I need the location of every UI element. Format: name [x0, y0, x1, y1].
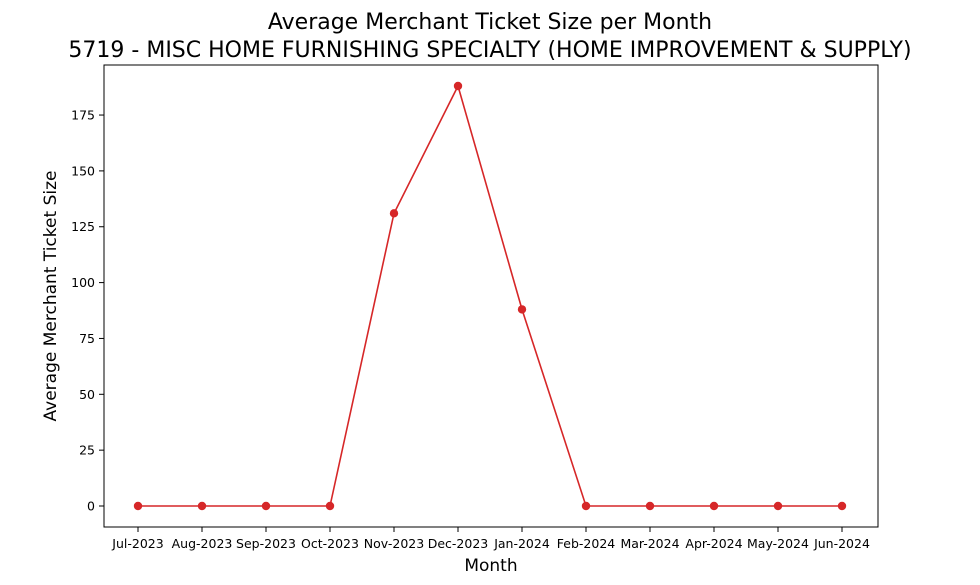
- y-tick-label: 50: [79, 387, 95, 402]
- x-tick-label: Apr-2024: [685, 536, 742, 551]
- x-tick-label: Nov-2023: [364, 536, 424, 551]
- plot-area: [103, 64, 879, 528]
- data-point: [453, 81, 463, 91]
- x-tick-label: Aug-2023: [172, 536, 233, 551]
- data-point: [197, 501, 207, 511]
- x-tick-label: Mar-2024: [620, 536, 679, 551]
- y-axis-label: Average Merchant Ticket Size: [41, 171, 61, 422]
- x-tick-label: Jun-2024: [813, 536, 870, 551]
- x-tick-label: May-2024: [747, 536, 809, 551]
- data-point: [709, 501, 719, 511]
- y-tick-label: 75: [79, 331, 95, 346]
- y-tick-label: 125: [71, 219, 95, 234]
- x-tick-label: Jan-2024: [493, 536, 550, 551]
- data-point: [645, 501, 655, 511]
- series-line-group: [133, 81, 847, 511]
- data-point: [581, 501, 591, 511]
- x-axis-label: Month: [464, 556, 517, 576]
- y-tick-label: 0: [87, 499, 95, 514]
- y-tick-label: 175: [71, 108, 95, 123]
- data-point: [837, 501, 847, 511]
- data-point: [517, 305, 527, 314]
- data-point: [773, 501, 783, 511]
- chart-title: Average Merchant Ticket Size per Month: [268, 10, 712, 35]
- x-tick-label: Dec-2023: [428, 536, 489, 551]
- x-tick-label: Jul-2023: [111, 536, 163, 551]
- y-tick-label: 25: [79, 443, 95, 458]
- x-axis: Jul-2023 Aug-2023 Sep-2023 Oct-2023 Nov-2023…: [111, 527, 870, 551]
- y-tick-label: 150: [71, 163, 95, 178]
- data-point: [261, 501, 271, 511]
- x-tick-label: Feb-2024: [557, 536, 616, 551]
- data-point: [133, 501, 143, 511]
- chart-subtitle: 5719 - MISC HOME FURNISHING SPECIALTY (H…: [68, 38, 911, 63]
- x-tick-label: Oct-2023: [301, 536, 359, 551]
- data-point: [325, 501, 335, 511]
- x-tick-label: Sep-2023: [236, 536, 296, 551]
- data-point: [389, 209, 399, 218]
- y-axis: 0 25 50 75 100 125 150 175: [71, 108, 104, 514]
- y-tick-label: 100: [71, 275, 95, 290]
- series-line: [138, 83, 842, 507]
